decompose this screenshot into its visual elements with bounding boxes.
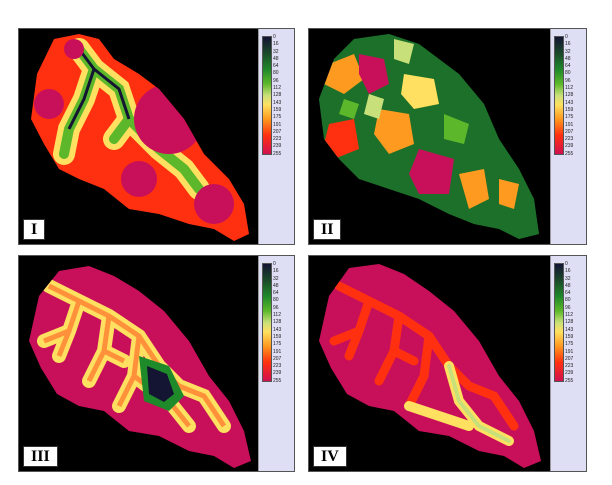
legend-color-bar [262,36,272,155]
legend-tick-label: 112 [273,312,281,319]
legend-tick-label: 191 [565,121,574,128]
legend-tick-label: 143 [273,326,282,333]
map-panel-1: 0 16 32 48 64 80 96 112 128 143 159 175 191 207 223 239… [18,28,295,245]
legend-tick-label: 207 [273,128,282,135]
legend-tick-label: 255 [273,150,282,157]
panel-label: IV [313,446,347,467]
panel-label: I [23,219,46,240]
legend-color-bar [262,263,272,382]
legend-tick-label: 223 [273,363,282,370]
legend-tick-label: 0 [565,34,568,40]
legend-tick-label: 32 [565,275,571,282]
color-legend: 0 16 32 48 64 80 96 112 128 143 159 175 191 207 223 239… [258,29,294,244]
legend-color-bar [554,263,564,382]
legend-tick-label: 128 [273,92,282,99]
heatmap-4 [319,264,541,468]
legend-tick-label: 223 [565,363,574,370]
legend-tick-label: 175 [273,114,282,121]
heatmap-1 [31,34,249,241]
legend-tick-label: 80 [273,70,279,77]
legend-tick-label: 191 [273,348,282,355]
legend-tick-label: 80 [565,297,571,304]
legend-tick-label: 207 [565,355,574,362]
legend-tick-label: 112 [273,85,281,92]
legend-tick-label: 64 [565,63,571,70]
legend-tick-label: 48 [565,55,571,62]
legend-ticks: 0 16 32 48 64 80 96 112 128 143 159 175 191 207 223 239… [273,261,293,385]
legend-tick-label: 191 [565,348,574,355]
map-panel-4: 0 16 32 48 64 80 96 112 128 143 159 175 191 207 223 239… [308,255,587,472]
heatmap-3 [29,266,251,468]
legend-tick-label: 32 [565,48,571,55]
legend-tick-label: 64 [273,63,279,70]
panel-label: III [23,446,58,467]
legend-tick-label: 96 [273,304,279,311]
legend-tick-label: 239 [565,370,574,377]
legend-tick-label: 128 [565,319,574,326]
legend-tick-label: 159 [273,333,282,340]
legend-tick-label: 48 [273,55,279,62]
legend-tick-label: 64 [565,290,571,297]
legend-tick-label: 175 [565,341,574,348]
legend-tick-label: 80 [565,70,571,77]
legend-tick-label: 128 [565,92,574,99]
legend-tick-label: 239 [273,143,282,150]
legend-tick-label: 0 [565,261,568,267]
legend-tick-label: 191 [273,121,282,128]
legend-tick-label: 255 [565,150,574,157]
legend-ticks: 0 16 32 48 64 80 96 112 128 143 159 175 191 207 223 239… [565,261,585,385]
legend-tick-label: 48 [565,282,571,289]
legend-tick-label: 255 [273,377,282,384]
legend-tick-label: 16 [273,41,279,48]
color-legend: 0 16 32 48 64 80 96 112 128 143 159 175 191 207 223 239… [550,29,586,244]
legend-tick-label: 112 [565,312,573,319]
legend-tick-label: 143 [273,99,282,106]
legend-tick-label: 32 [273,275,279,282]
map-panel-2: 0 16 32 48 64 80 96 112 128 143 159 175 191 207 223 239… [308,28,587,245]
legend-tick-label: 0 [273,261,276,267]
legend-tick-label: 128 [273,319,282,326]
legend-tick-label: 0 [273,34,276,40]
legend-tick-label: 143 [565,326,574,333]
legend-tick-label: 239 [273,370,282,377]
legend-tick-label: 239 [565,143,574,150]
legend-tick-label: 16 [273,268,279,275]
color-legend: 0 16 32 48 64 80 96 112 128 143 159 175 191 207 223 239… [550,256,586,471]
legend-tick-label: 175 [273,341,282,348]
legend-tick-label: 223 [565,136,574,143]
legend-tick-label: 112 [565,85,573,92]
legend-tick-label: 96 [565,77,571,84]
legend-tick-label: 48 [273,282,279,289]
heatmap-2 [319,34,539,239]
legend-tick-label: 207 [273,355,282,362]
legend-tick-label: 16 [565,41,571,48]
color-legend: 0 16 32 48 64 80 96 112 128 143 159 175 191 207 223 239… [258,256,294,471]
legend-tick-label: 96 [565,304,571,311]
legend-tick-label: 16 [565,268,571,275]
legend-ticks: 0 16 32 48 64 80 96 112 128 143 159 175 191 207 223 239… [565,34,585,158]
legend-tick-label: 223 [273,136,282,143]
legend-tick-label: 32 [273,48,279,55]
legend-tick-label: 64 [273,290,279,297]
legend-tick-label: 159 [565,106,574,113]
legend-ticks: 0 16 32 48 64 80 96 112 128 143 159 175 191 207 223 239… [273,34,293,158]
legend-tick-label: 207 [565,128,574,135]
legend-tick-label: 80 [273,297,279,304]
legend-tick-label: 175 [565,114,574,121]
legend-tick-label: 159 [273,106,282,113]
legend-color-bar [554,36,564,155]
legend-tick-label: 159 [565,333,574,340]
map-panel-3: 0 16 32 48 64 80 96 112 128 143 159 175 191 207 223 239… [18,255,295,472]
panel-label: II [313,219,342,240]
legend-tick-label: 96 [273,77,279,84]
legend-tick-label: 143 [565,99,574,106]
legend-tick-label: 255 [565,377,574,384]
